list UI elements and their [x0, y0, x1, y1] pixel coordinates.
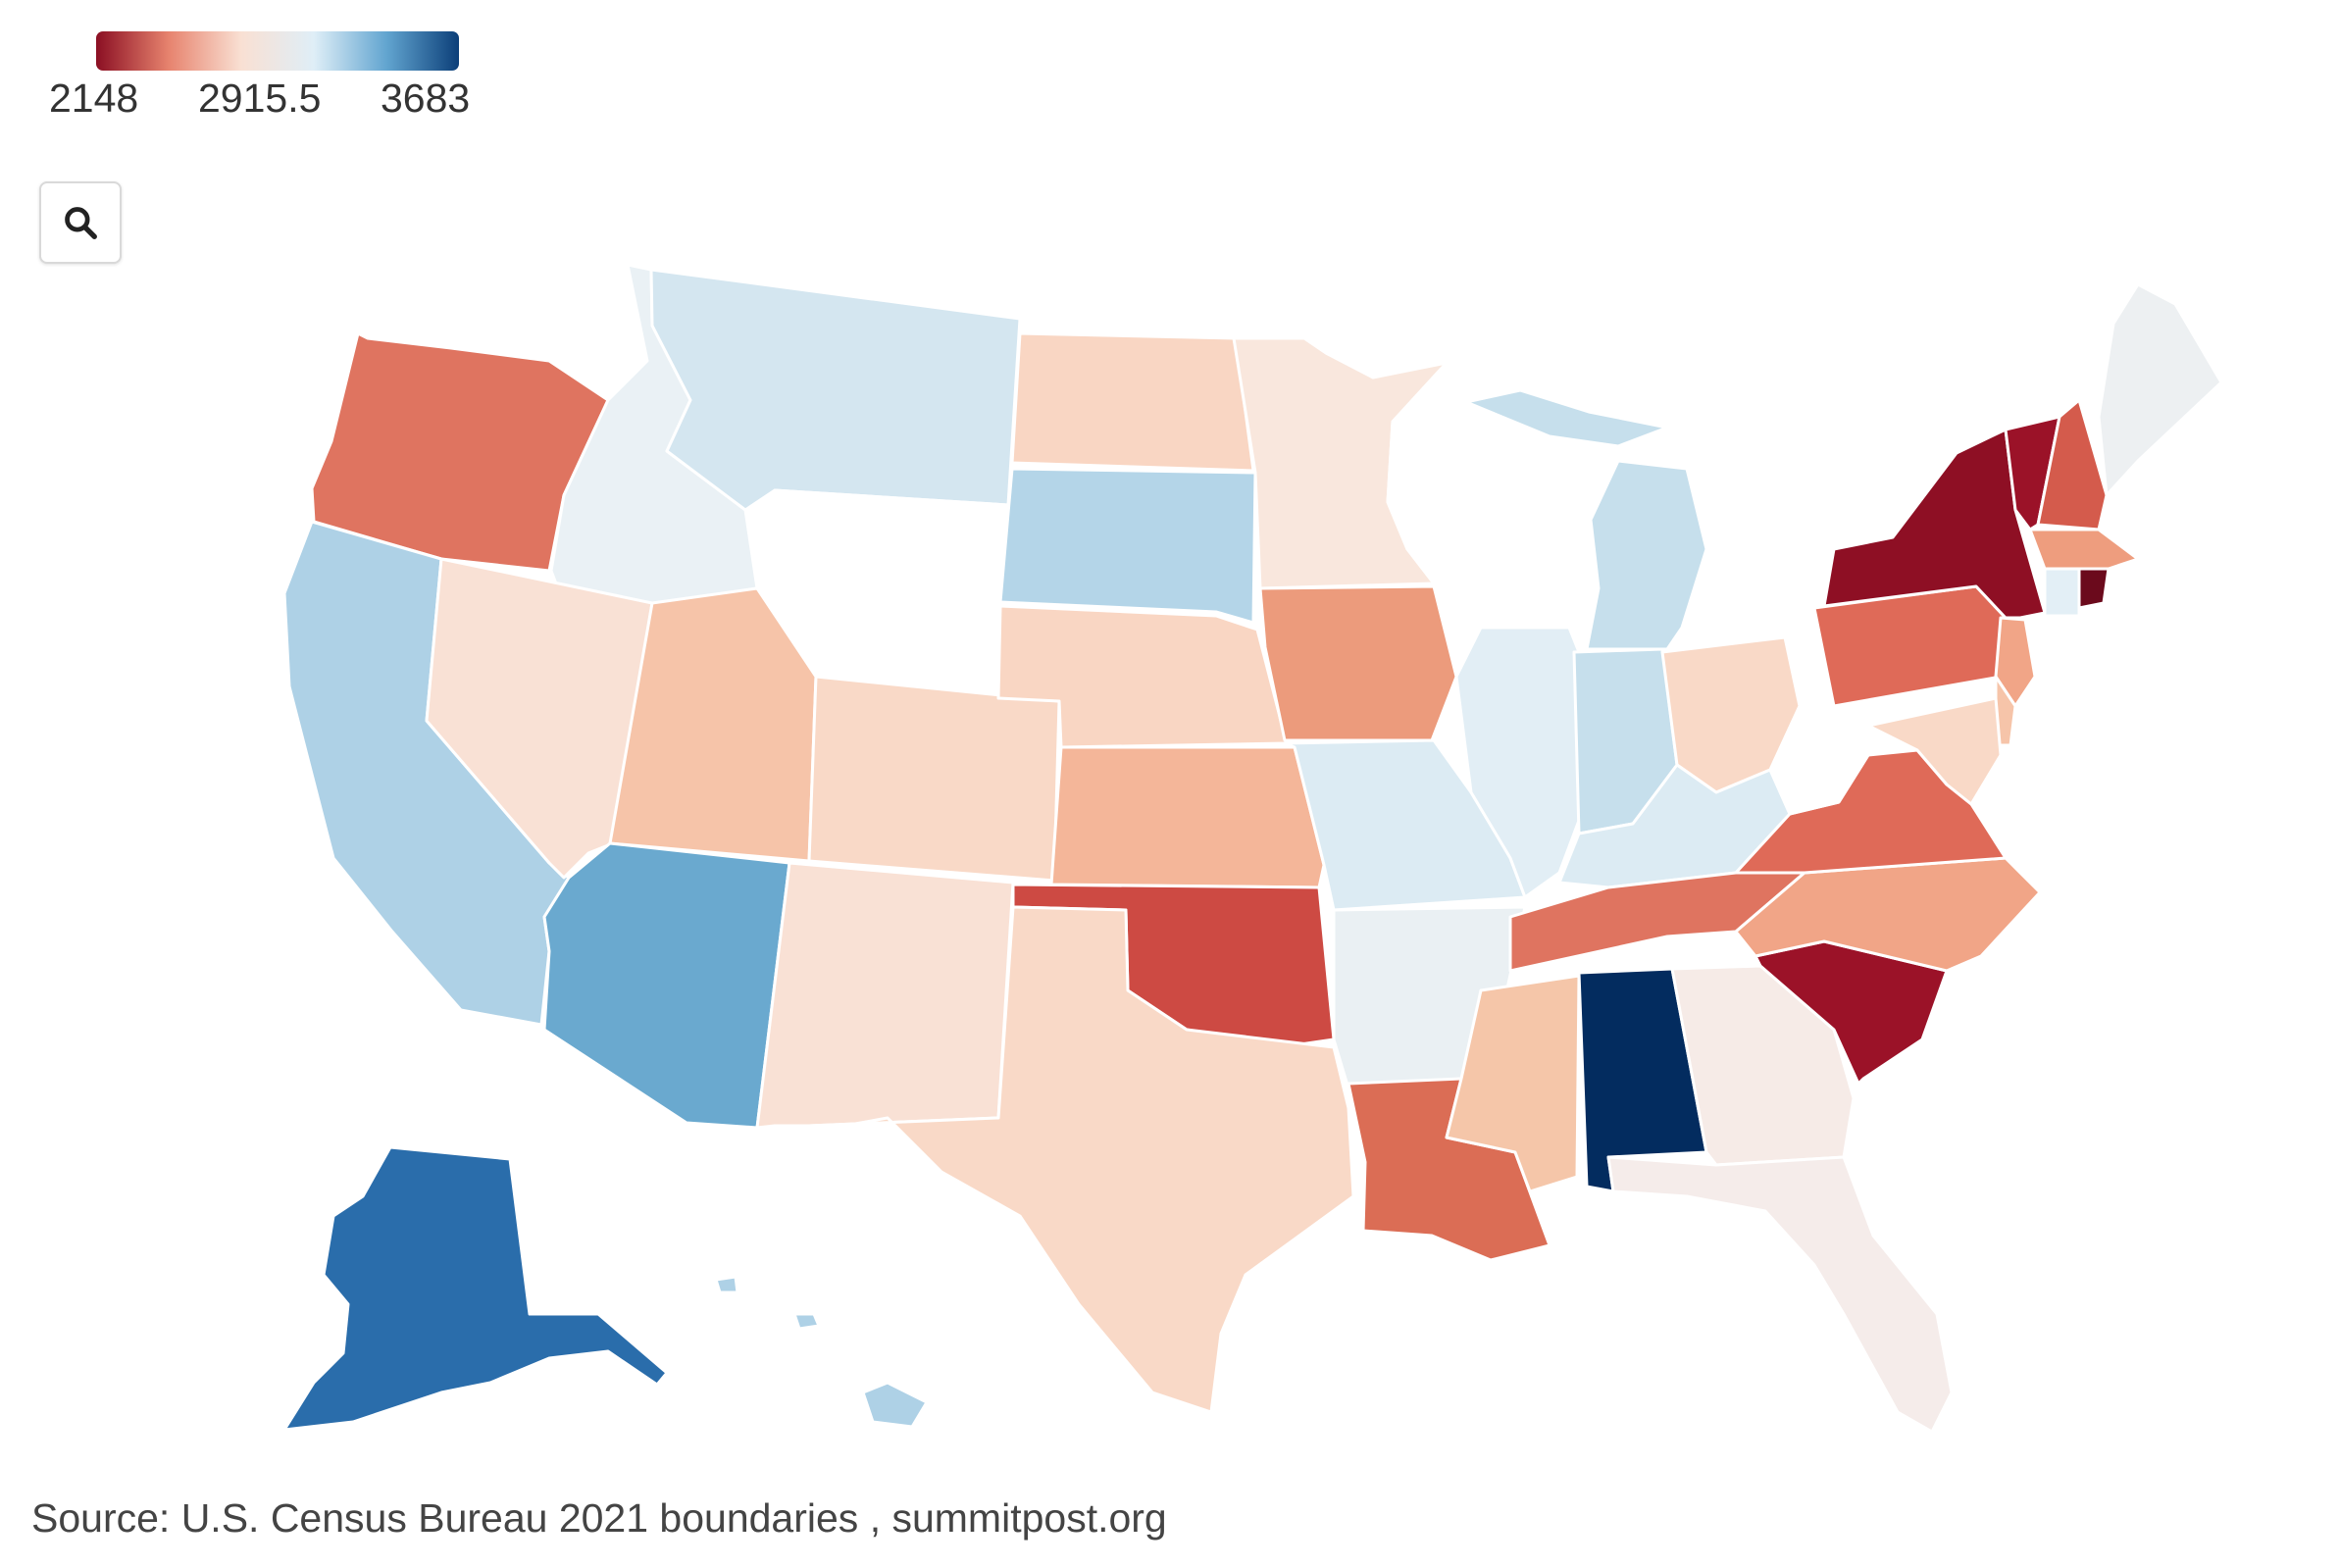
state-nh[interactable]	[2036, 398, 2109, 531]
search-icon	[65, 207, 97, 239]
state-hi[interactable]	[714, 1275, 929, 1429]
state-co[interactable]	[807, 675, 1061, 883]
state-ia[interactable]	[1258, 584, 1458, 742]
state-ms[interactable]	[1445, 974, 1581, 1193]
state-il[interactable]	[1454, 626, 1591, 899]
state-vt[interactable]	[2004, 415, 2061, 531]
legend-color-bar	[96, 31, 459, 71]
legend-tick-max: 3683	[381, 76, 471, 121]
state-nd[interactable]	[1010, 331, 1255, 473]
source-caption: Source: U.S. Census Bureau 2021 boundari…	[31, 1495, 1167, 1541]
state-wa[interactable]	[356, 216, 652, 363]
state-ct[interactable]	[2043, 567, 2081, 618]
state-ks[interactable]	[1049, 745, 1326, 889]
state-tx[interactable]	[773, 905, 1355, 1414]
state-wv[interactable]	[1768, 694, 1870, 816]
state-nj[interactable]	[1994, 616, 2037, 708]
legend-tick-min: 2148	[49, 76, 139, 121]
state-mt[interactable]	[649, 268, 1022, 512]
state-me[interactable]	[2097, 282, 2223, 497]
zoom-search-button[interactable]	[39, 181, 122, 264]
color-legend: 2148 2915.5 3683	[29, 27, 500, 121]
state-ak[interactable]	[282, 1145, 669, 1432]
state-az[interactable]	[542, 841, 791, 1130]
state-sd[interactable]	[998, 467, 1257, 625]
state-mi[interactable]	[1464, 388, 1708, 651]
state-ne[interactable]	[996, 604, 1289, 749]
state-fl[interactable]	[1606, 1155, 1954, 1434]
us-states-map	[282, 216, 2223, 1434]
legend-tick-mid: 2915.5	[198, 76, 322, 121]
state-ma[interactable]	[2028, 528, 2140, 571]
state-ri[interactable]	[2077, 567, 2110, 610]
state-nm[interactable]	[755, 861, 1015, 1130]
state-md[interactable]	[1866, 696, 2003, 806]
